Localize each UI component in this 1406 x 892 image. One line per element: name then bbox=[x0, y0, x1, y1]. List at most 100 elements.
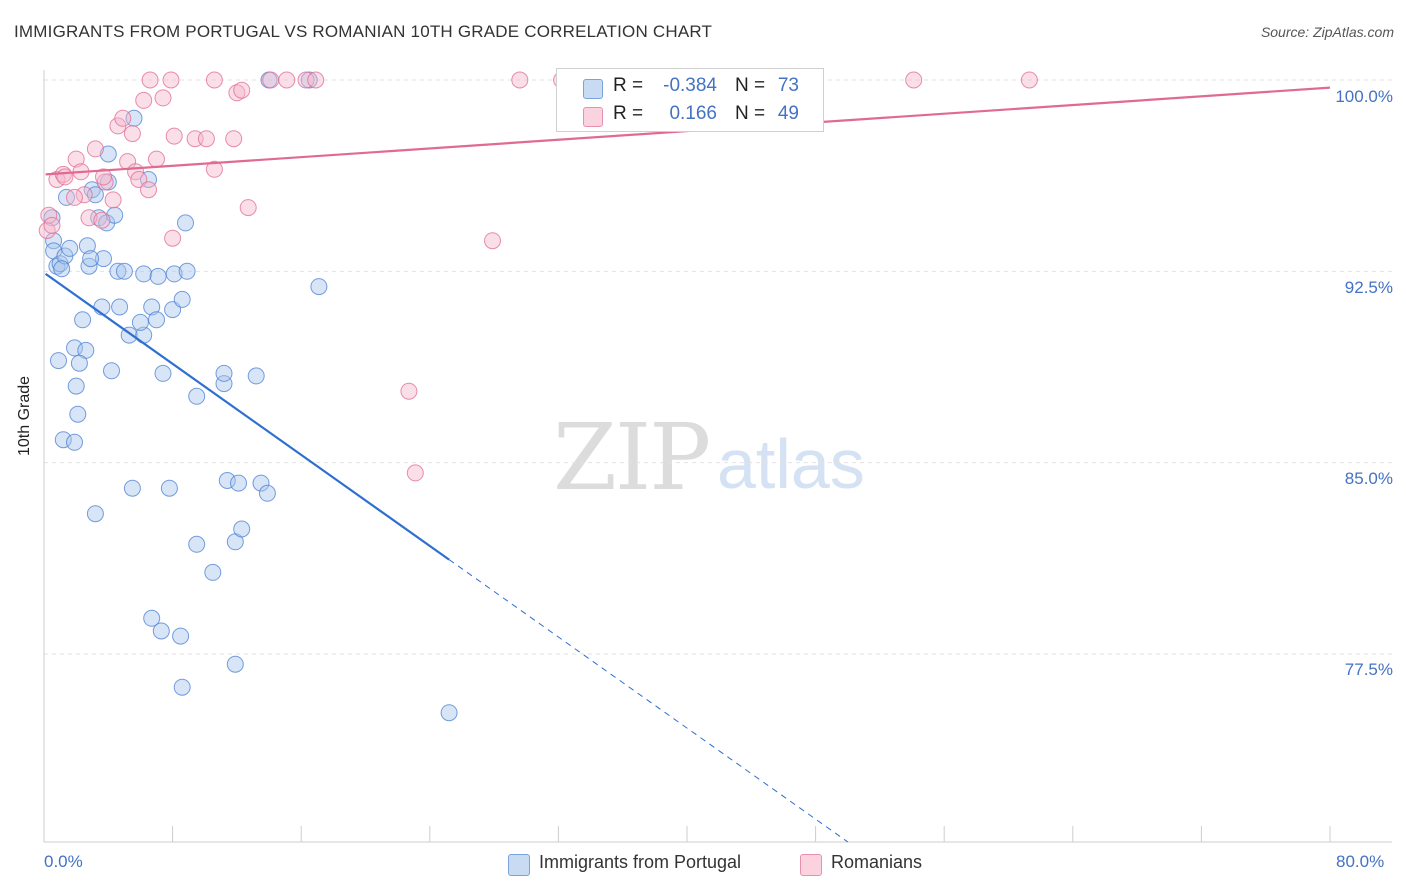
source-label: Source: ZipAtlas.com bbox=[1260, 24, 1394, 40]
portugal-point bbox=[66, 433, 83, 451]
portugal-point bbox=[188, 387, 206, 405]
romanians-point bbox=[95, 168, 112, 186]
romanians-point bbox=[154, 89, 172, 107]
portugal-point bbox=[215, 364, 233, 382]
portugal-point bbox=[247, 367, 265, 385]
portugal-point bbox=[111, 298, 129, 316]
portugal-point bbox=[123, 479, 141, 497]
romanians-point bbox=[297, 71, 315, 89]
watermark-zip: ZIP bbox=[553, 404, 711, 511]
stats-box: R = -0.384 N = 73 R = 0.166 N = 49 bbox=[556, 68, 824, 132]
portugal-point bbox=[61, 239, 79, 257]
portugal-point bbox=[233, 520, 251, 538]
portugal-point bbox=[66, 339, 83, 357]
x-tick-label-max: 80.0% bbox=[1336, 852, 1385, 871]
y-axis-label: 10th Grade bbox=[16, 375, 33, 456]
portugal-point bbox=[172, 627, 190, 645]
portugal-point bbox=[103, 362, 120, 380]
series-romanians-points bbox=[38, 71, 1038, 482]
romanians-point bbox=[75, 186, 93, 204]
axes bbox=[43, 70, 1392, 843]
romanians-point bbox=[135, 91, 153, 109]
portugal-point bbox=[188, 535, 206, 553]
portugal-point bbox=[165, 265, 183, 283]
romanians-point bbox=[262, 71, 280, 89]
portugal-point bbox=[160, 479, 178, 497]
romanians-point bbox=[484, 232, 501, 250]
portugal-point bbox=[53, 260, 71, 278]
y-tick-label: 92.5% bbox=[1344, 278, 1393, 297]
y-tick-label: 100.0% bbox=[1335, 87, 1393, 106]
stats-row-romanians: R = 0.166 N = 49 bbox=[557, 101, 823, 129]
portugal-point bbox=[173, 678, 191, 696]
y-tick-label: 85.0% bbox=[1344, 469, 1393, 488]
legend-swatch-portugal bbox=[508, 854, 530, 876]
romanians-point bbox=[162, 71, 180, 89]
romanians-point bbox=[123, 125, 141, 143]
romanians-point bbox=[233, 81, 251, 99]
r-label: R = bbox=[613, 103, 644, 124]
romanians-point bbox=[1020, 71, 1038, 89]
portugal-point bbox=[54, 431, 72, 449]
portugal-point bbox=[86, 505, 104, 523]
portugal-point bbox=[226, 655, 244, 673]
portugal-point bbox=[45, 232, 63, 250]
romanians-point bbox=[67, 150, 85, 168]
portugal-point bbox=[218, 472, 236, 489]
portugal-point bbox=[50, 352, 67, 370]
portugal-point bbox=[143, 298, 161, 316]
romanians-point bbox=[165, 127, 183, 145]
portugal-point bbox=[177, 214, 194, 232]
portugal-point bbox=[109, 262, 127, 280]
romanians-point bbox=[406, 464, 424, 482]
trend-lines bbox=[44, 86, 1331, 843]
romanians-point bbox=[511, 71, 529, 89]
y-tick-label: 77.5% bbox=[1344, 660, 1393, 679]
trend-line-portugal-extension bbox=[448, 559, 849, 843]
romanians-point bbox=[278, 71, 296, 89]
romanians-point bbox=[197, 130, 215, 148]
romanians-point bbox=[205, 160, 223, 178]
romanians-point bbox=[104, 191, 122, 209]
romanians-point bbox=[140, 181, 157, 199]
portugal-point bbox=[230, 474, 247, 492]
r-value: 0.166 bbox=[669, 103, 717, 124]
romanians-point bbox=[225, 130, 243, 148]
portugal-point bbox=[67, 377, 85, 395]
portugal-point bbox=[204, 563, 222, 581]
grid-lines bbox=[44, 79, 1392, 655]
romanians-point bbox=[38, 222, 56, 239]
romanians-point bbox=[148, 150, 165, 168]
portugal-point bbox=[135, 265, 153, 283]
portugal-point bbox=[131, 313, 149, 331]
portugal-point bbox=[178, 262, 196, 280]
portugal-point bbox=[148, 311, 165, 329]
romanians-point bbox=[164, 229, 182, 247]
romanians-point bbox=[205, 71, 223, 89]
romanians-point bbox=[56, 168, 74, 186]
portugal-point bbox=[74, 311, 92, 329]
portugal-point bbox=[310, 278, 328, 296]
series-portugal-points bbox=[43, 71, 458, 722]
portugal-point bbox=[215, 375, 233, 393]
portugal-point bbox=[82, 250, 100, 268]
portugal-point bbox=[95, 250, 112, 268]
portugal-point bbox=[140, 171, 157, 188]
portugal-point bbox=[440, 704, 458, 722]
portugal-point bbox=[69, 405, 87, 423]
romanians-point bbox=[400, 382, 418, 400]
romanians-point bbox=[93, 211, 111, 229]
portugal-point bbox=[83, 181, 101, 199]
stats-swatch-portugal bbox=[583, 79, 603, 99]
stats-swatch-romanians bbox=[583, 107, 603, 127]
portugal-point bbox=[149, 267, 167, 285]
legend-label-romanians: Romanians bbox=[831, 852, 923, 872]
r-label: R = bbox=[613, 75, 644, 96]
romanians-point bbox=[80, 209, 98, 227]
portugal-point bbox=[106, 206, 124, 224]
romanians-point bbox=[239, 199, 257, 217]
n-label: N = bbox=[735, 103, 766, 124]
chart-title: IMMIGRANTS FROM PORTUGAL VS ROMANIAN 10T… bbox=[14, 22, 713, 41]
romanians-point bbox=[307, 71, 325, 89]
